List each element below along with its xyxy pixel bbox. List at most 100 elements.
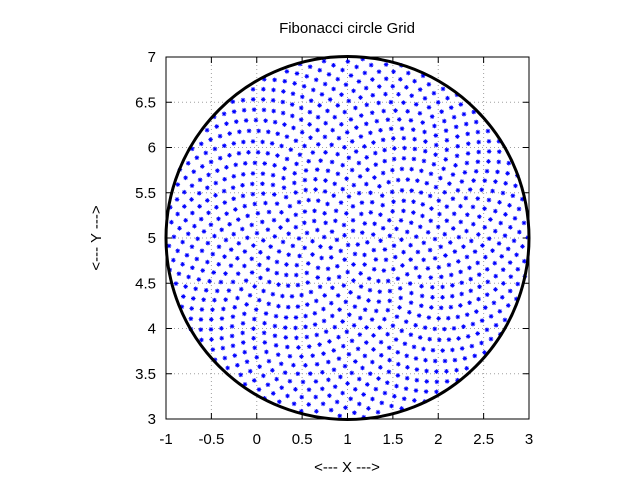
- grid-point: [334, 237, 340, 243]
- x-tick-label: 3: [525, 431, 533, 448]
- grid-point: [349, 139, 355, 144]
- grid-point: [472, 249, 478, 254]
- grid-point: [391, 199, 396, 205]
- y-tick-labels: 3 3.5 4 4.5 5 5.5 6 6.5 7: [135, 49, 156, 428]
- grid-point: [412, 398, 417, 403]
- grid-point: [443, 157, 449, 162]
- grid-point: [286, 231, 292, 237]
- grid-point: [386, 218, 392, 223]
- grid-point: [475, 196, 481, 201]
- grid-point: [287, 203, 293, 209]
- grid-point: [366, 406, 371, 411]
- grid-point: [273, 313, 279, 319]
- grid-point: [398, 77, 403, 82]
- grid-point: [503, 212, 508, 217]
- grid-point: [312, 208, 317, 214]
- grid-point: [173, 281, 179, 286]
- grid-point: [383, 62, 389, 67]
- grid-point: [437, 337, 442, 343]
- grid-point: [403, 386, 409, 392]
- grid-point: [456, 336, 461, 341]
- grid-point: [279, 210, 284, 215]
- grid-point: [338, 248, 344, 254]
- grid-point: [507, 288, 513, 294]
- grid-point: [270, 391, 276, 396]
- grid-point: [295, 304, 301, 309]
- grid-point: [229, 333, 235, 339]
- grid-point: [256, 387, 262, 392]
- y-tick-label: 4: [148, 321, 156, 338]
- grid-point: [343, 299, 349, 305]
- grid-point: [299, 408, 304, 414]
- grid-point: [283, 335, 289, 340]
- grid-point: [222, 355, 228, 361]
- grid-point: [479, 318, 485, 323]
- grid-point: [395, 349, 401, 355]
- grid-point: [217, 133, 223, 139]
- grid-point: [314, 361, 320, 367]
- grid-point: [340, 319, 345, 324]
- grid-point: [455, 143, 460, 149]
- grid-point: [459, 179, 465, 184]
- grid-point: [242, 203, 248, 209]
- grid-point: [302, 209, 308, 214]
- grid-point: [200, 268, 206, 273]
- grid-point: [448, 272, 454, 278]
- grid-point: [422, 148, 428, 154]
- grid-point: [395, 373, 401, 378]
- grid-point: [330, 313, 335, 319]
- grid-point: [436, 316, 441, 321]
- grid-point: [198, 216, 204, 222]
- grid-point: [372, 175, 377, 180]
- grid-point: [241, 139, 246, 145]
- grid-point: [265, 227, 271, 232]
- grid-point: [235, 217, 241, 222]
- grid-point: [252, 201, 258, 207]
- grid-point: [420, 202, 426, 207]
- grid-point: [376, 299, 382, 304]
- grid-point: [306, 344, 312, 349]
- grid-point: [409, 290, 414, 296]
- grid-point: [243, 118, 249, 123]
- grid-point: [438, 244, 444, 250]
- grid-point: [189, 183, 195, 188]
- x-tick-label: 2.5: [473, 431, 494, 448]
- grid-point: [497, 199, 502, 205]
- grid-point: [304, 334, 310, 340]
- grid-point: [329, 229, 335, 234]
- grid-point: [488, 336, 494, 342]
- grid-point: [500, 190, 506, 196]
- grid-point: [198, 327, 204, 332]
- grid-point: [329, 142, 334, 148]
- grid-point: [505, 246, 511, 252]
- grid-point: [428, 275, 434, 280]
- grid-point: [329, 159, 335, 165]
- grid-point: [456, 234, 462, 240]
- grid-point: [362, 252, 367, 258]
- grid-point: [440, 86, 446, 92]
- grid-point: [477, 284, 482, 290]
- grid-point: [485, 279, 491, 285]
- grid-point: [194, 256, 200, 262]
- grid-point: [519, 196, 525, 202]
- grid-point: [461, 111, 467, 117]
- grid-point: [231, 174, 237, 179]
- y-tick-label: 3.5: [135, 366, 156, 383]
- grid-point: [206, 210, 211, 216]
- grid-point: [408, 300, 414, 305]
- grid-point: [321, 58, 327, 64]
- grid-point: [421, 257, 426, 263]
- grid-point: [362, 221, 368, 226]
- grid-point: [440, 348, 445, 353]
- grid-point: [230, 279, 236, 285]
- grid-point: [327, 393, 332, 398]
- grid-point: [301, 83, 307, 89]
- grid-point: [502, 233, 508, 238]
- grid-point: [380, 202, 386, 208]
- grid-point: [371, 247, 377, 253]
- grid-point: [377, 325, 382, 330]
- grid-point: [496, 149, 502, 154]
- grid-point: [230, 343, 236, 349]
- grid-point: [413, 102, 419, 107]
- grid-point: [493, 287, 498, 292]
